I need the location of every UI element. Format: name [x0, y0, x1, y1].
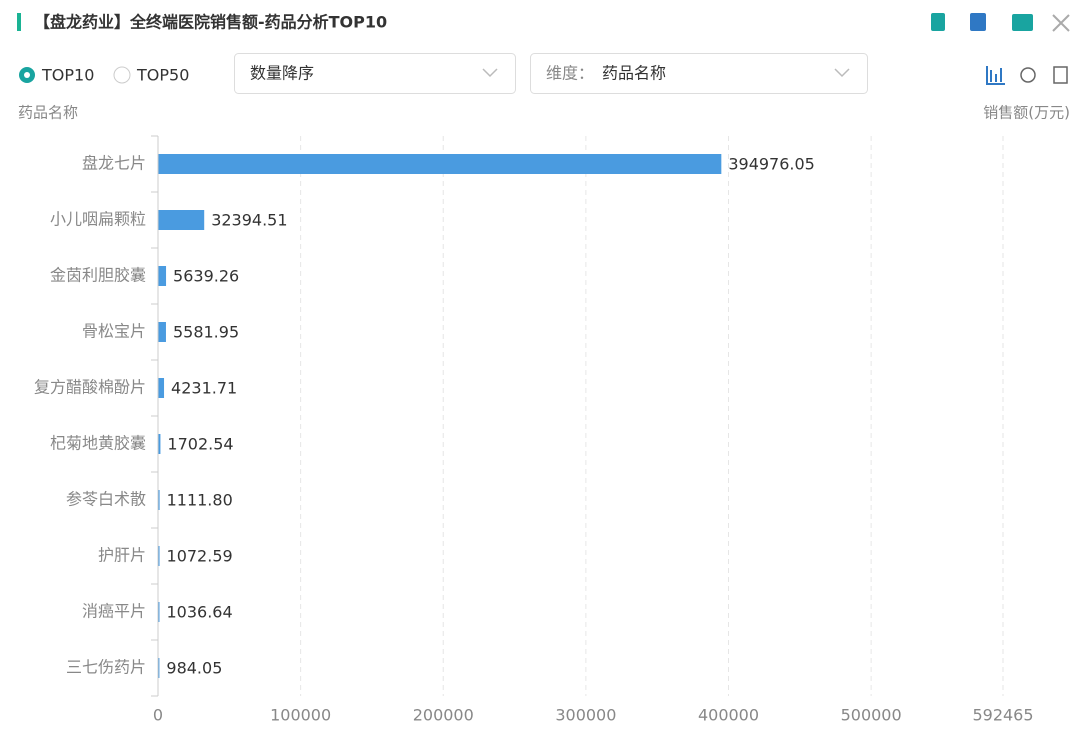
bar [158, 378, 165, 398]
value-label: 1702.54 [167, 435, 233, 454]
icon-table[interactable] [1053, 66, 1068, 84]
value-label: 4231.71 [171, 379, 237, 398]
dimension-value: 药品名称 [602, 64, 666, 83]
y-tick-label: 复方醋酸棉酚片 [34, 378, 146, 397]
chart-type-icons[interactable] [986, 66, 1068, 85]
x-tick-label: 100000 [270, 706, 331, 725]
radio-label: TOP50 [136, 66, 189, 85]
icon-bar[interactable] [986, 66, 1005, 85]
y-tick-label: 杞菊地黄胶囊 [50, 434, 146, 453]
y-tick-label: 盘龙七片 [82, 154, 146, 173]
bar [158, 658, 160, 678]
bar [158, 546, 160, 566]
bar [158, 210, 205, 230]
y-tick-label: 消癌平片 [82, 602, 146, 621]
bar [158, 154, 722, 174]
x-axis-title: 销售额(万元) [983, 104, 1070, 122]
toolbar-icons[interactable] [931, 13, 1070, 32]
x-tick-label: 400000 [698, 706, 759, 725]
radio-unchecked[interactable] [113, 66, 131, 84]
sort-dropdown[interactable] [234, 53, 516, 94]
x-tick-label: 0 [153, 706, 163, 725]
value-label: 1036.64 [166, 603, 232, 622]
y-tick-label: 三七伤药片 [66, 658, 146, 677]
y-tick-label: 小儿咽扁颗粒 [50, 210, 146, 229]
bar [158, 266, 167, 286]
y-tick-label: 参苓白术散 [66, 490, 146, 509]
value-label: 394976.05 [728, 155, 815, 174]
dropdown-arrow [834, 68, 850, 78]
bar [158, 490, 160, 510]
x-tick-label: 200000 [413, 706, 474, 725]
icon-preview[interactable] [931, 13, 945, 31]
x-tick-label: 300000 [555, 706, 616, 725]
dropdown-arrow [482, 68, 498, 78]
page-title: 【盘龙药业】全终端医院销售额-药品分析TOP10 [34, 13, 387, 32]
bar [158, 434, 161, 454]
bar [158, 602, 160, 622]
sort-value: 数量降序 [250, 64, 314, 83]
bar [158, 322, 166, 342]
radio-label: TOP10 [41, 66, 94, 85]
value-label: 32394.51 [211, 211, 287, 230]
value-label: 1072.59 [167, 547, 233, 566]
icon-pie[interactable] [1020, 67, 1036, 83]
x-tick-label: 592465 [972, 706, 1033, 725]
dimension-dropdown[interactable] [530, 53, 868, 94]
value-label: 984.05 [166, 659, 222, 678]
icon-excel[interactable] [970, 13, 986, 31]
y-axis-title: 药品名称 [18, 104, 78, 122]
x-tick-label: 500000 [841, 706, 902, 725]
icon-close[interactable] [1052, 14, 1070, 32]
icon-image[interactable] [1012, 14, 1033, 31]
value-label: 1111.80 [167, 491, 233, 510]
radio-dot [24, 72, 30, 78]
y-tick-label: 骨松宝片 [82, 322, 146, 341]
y-tick-label: 护肝片 [98, 546, 146, 565]
dimension-label: 维度： [546, 64, 594, 83]
value-label: 5639.26 [173, 267, 239, 286]
value-label: 5581.95 [173, 323, 239, 342]
title-marker [17, 13, 21, 31]
y-tick-label: 金茵利胆胶囊 [50, 266, 146, 285]
